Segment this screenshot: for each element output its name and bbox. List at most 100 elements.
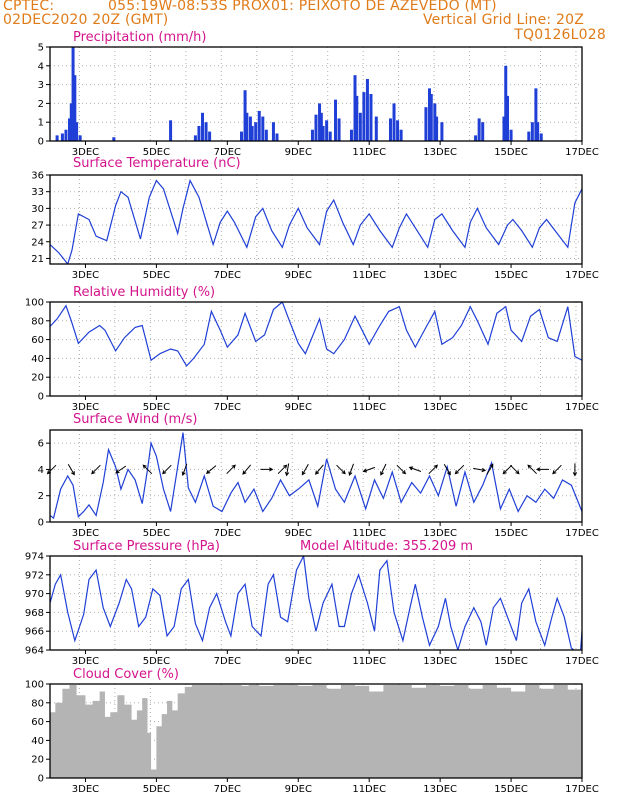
panel-3: 0 20 40 60 80 100 3DEC 5DEC 7DEC 9DEC 11DEC 13DEC 15… [25, 285, 599, 413]
x-tick-label: 7DEC [214, 528, 241, 539]
y-tick-label: 972 [25, 570, 44, 581]
precip-bar [481, 122, 485, 141]
plot-area [50, 556, 582, 650]
precip-bar [424, 107, 428, 141]
wind-vector-arrow [473, 467, 487, 473]
wind-vector-arrow [260, 467, 274, 472]
x-tick-label: 15DEC [494, 402, 528, 413]
plot-area [50, 302, 582, 396]
y-tick-label: 5 [38, 43, 44, 54]
precip-bar [429, 94, 433, 141]
panel-2: 21 24 27 30 33 36 3DEC 5DEC 7DEC 9DEC 11DEC 13DEC 15… [31, 156, 599, 281]
x-tick-label: 13DEC [423, 147, 457, 158]
x-tick-label: 15DEC [494, 656, 528, 667]
cloud-cover-area [50, 684, 582, 778]
x-tick-label: 9DEC [285, 528, 312, 539]
panel-1: 0 1 2 3 4 5 3DEC 5DEC 7DEC 9DEC 11DEC 13DEC 15DEC 17D… [38, 30, 599, 158]
precip-bar [539, 133, 543, 141]
plot-frame [49, 683, 583, 779]
header-grid-line-note: Vertical Grid Line: 20Z [422, 12, 584, 28]
precip-bar [392, 103, 396, 141]
precip-bar [355, 95, 359, 141]
precip-bar [474, 135, 478, 141]
panel-title: Precipitation (mm/h) [73, 30, 206, 45]
header-station-location: 055:19W-08:53S PROX01: PEIXOTO DE AZEVED… [108, 0, 497, 14]
wind-vector-arrow [91, 464, 101, 475]
precip-bar [530, 122, 534, 141]
precip-bar [504, 65, 508, 141]
precip-bar [248, 116, 252, 141]
x-tick-label: 3DEC [72, 528, 99, 539]
precip-bar [435, 116, 439, 141]
x-tick-label: 3DEC [72, 270, 99, 281]
precip-bar [250, 125, 254, 141]
x-tick-label: 9DEC [285, 656, 312, 667]
plot-area [50, 430, 582, 522]
y-tick-label: 100 [25, 298, 44, 309]
precip-bar [318, 103, 322, 141]
precip-bar [440, 122, 444, 141]
precip-bar [208, 131, 212, 141]
x-tick-label: 11DEC [352, 147, 386, 158]
precip-bar [365, 78, 369, 141]
precip-bar [527, 131, 531, 141]
x-tick-label: 15DEC [494, 270, 528, 281]
precip-bar [502, 116, 506, 141]
precip-bar [325, 120, 329, 141]
wind-vector-arrow [527, 464, 537, 475]
plot-area [50, 175, 582, 264]
precip-bar [257, 110, 261, 141]
precip-bar [55, 135, 59, 141]
precip-bar [310, 129, 314, 141]
wind-vectors [46, 463, 578, 477]
x-tick-label: 5DEC [143, 656, 170, 667]
x-tick-label: 15DEC [494, 784, 528, 795]
x-tick-label: 3DEC [72, 784, 99, 795]
precip-bar [334, 99, 338, 141]
precip-bar [60, 133, 64, 141]
y-tick-label: 60 [31, 717, 44, 728]
precip-bar [477, 118, 481, 141]
precip-bar [399, 129, 403, 141]
y-tick-label: 2 [38, 491, 44, 502]
y-tick-label: 4 [38, 61, 44, 72]
wind-vector-arrow [396, 464, 407, 475]
y-tick-label: 6 [38, 439, 44, 450]
precip-bar [254, 122, 258, 141]
precip-bar [536, 122, 540, 141]
wind-vector-arrow [115, 465, 127, 474]
plot-frame [49, 46, 583, 142]
x-tick-label: 3DEC [72, 147, 99, 158]
x-tick-label: 7DEC [214, 147, 241, 158]
y-tick-label: 2 [38, 99, 44, 110]
x-tick-label: 9DEC [285, 270, 312, 281]
x-tick-label: 17DEC [565, 656, 599, 667]
precip-bar [245, 112, 249, 141]
x-tick-label: 13DEC [423, 784, 457, 795]
precip-bar [69, 103, 73, 141]
precip-bar [314, 114, 318, 141]
panel-title: Surface Wind (m/s) [73, 412, 197, 427]
precip-bar [193, 135, 197, 141]
y-tick-label: 40 [31, 354, 44, 365]
y-tick-label: 970 [25, 589, 44, 600]
x-tick-label: 13DEC [423, 528, 457, 539]
precip-bar [75, 122, 79, 141]
wind-vector-arrow [242, 464, 252, 475]
y-tick-label: 0 [38, 392, 44, 403]
precip-bar [362, 92, 366, 141]
precip-bar [112, 137, 116, 141]
precip-bar [204, 122, 208, 141]
precip-bar [261, 116, 265, 141]
precip-bar [374, 116, 378, 141]
precip-bar [321, 125, 325, 141]
precip-bar [71, 47, 75, 141]
x-tick-label: 7DEC [214, 656, 241, 667]
x-tick-label: 7DEC [214, 402, 241, 413]
precip-bar [534, 88, 538, 141]
y-tick-label: 100 [25, 680, 44, 691]
precip-bars [55, 47, 543, 141]
wind-vector-arrow [284, 463, 290, 477]
wind-vector-arrow [502, 464, 513, 475]
